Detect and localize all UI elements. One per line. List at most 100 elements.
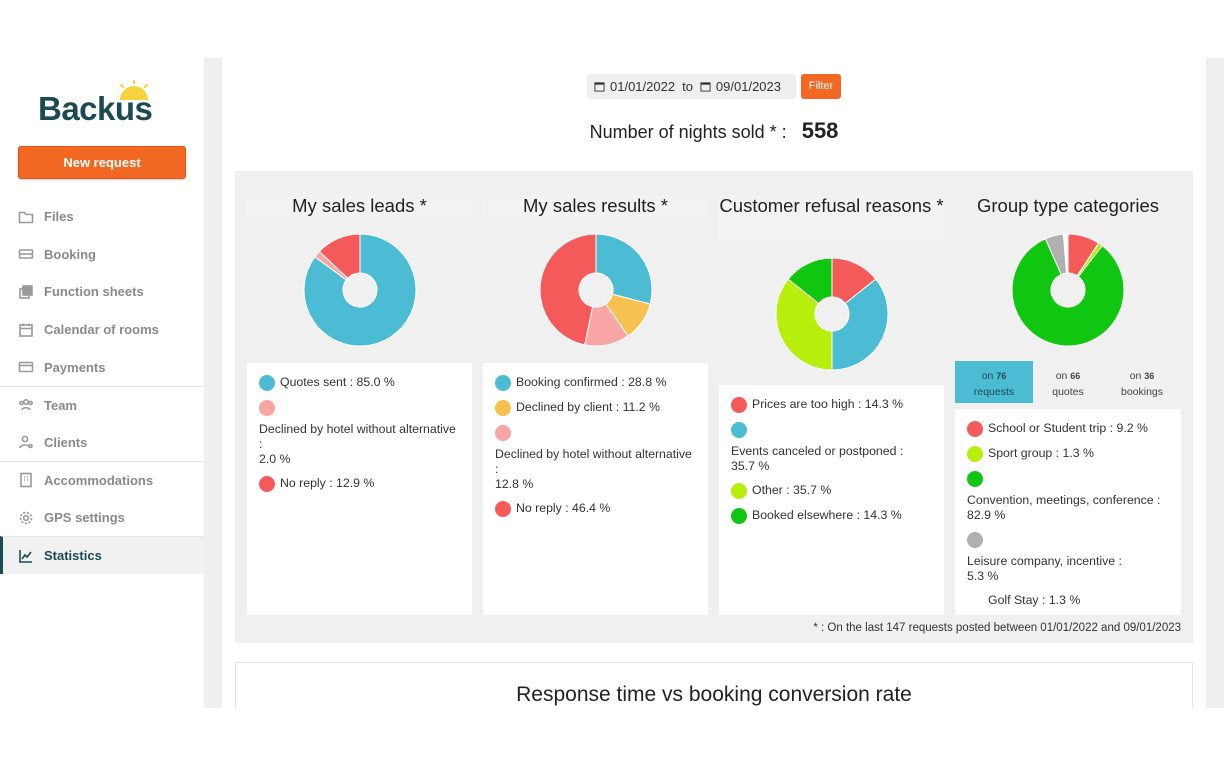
donut-slice[interactable]: [1062, 233, 1069, 274]
legend-item[interactable]: Other : 35.7 %: [731, 483, 932, 499]
calendar-icon: [594, 82, 605, 92]
legend-swatch: [731, 508, 747, 524]
sales-leads-legend: Quotes sent : 85.0 % Declined by hotel wi…: [247, 363, 472, 615]
response-time-title: Response time vs booking conversion rate: [516, 683, 912, 706]
legend-item[interactable]: School or Student trip : 9.2 %: [967, 421, 1169, 437]
sidebar-item-label: GPS settings: [44, 510, 125, 526]
legend-swatch: [495, 400, 511, 416]
legend-swatch: [731, 483, 747, 499]
legend-item[interactable]: Prices are too high : 14.3 %: [731, 397, 932, 413]
legend-swatch: [967, 421, 983, 437]
credit-card-icon: [18, 361, 34, 373]
legend-swatch: [967, 471, 983, 487]
chart-title-sales-results: My sales results *: [483, 195, 708, 221]
legend-swatch: [967, 446, 983, 462]
donut-slice[interactable]: [318, 233, 361, 280]
clients-icon: [19, 435, 33, 449]
legend-label: Events canceled or postponed : 35.7 %: [731, 444, 904, 473]
sidebar-item-payments[interactable]: Payments: [0, 348, 204, 386]
chart-title-group-type: Group type categories: [976, 195, 1160, 216]
legend-swatch: [967, 532, 983, 548]
legend-item[interactable]: Convention, meetings, conference : 82.9 …: [967, 471, 1169, 523]
sidebar-item-label: Calendar of rooms: [44, 322, 159, 338]
statistics-panel: My sales leads * Quotes sent : 85.0 % Dec…: [235, 171, 1193, 643]
sidebar-item-accommodations[interactable]: Accommodations: [0, 461, 204, 499]
nights-sold: Number of nights sold * : 558: [222, 118, 1206, 144]
legend-label: Golf Stay : 1.3 %: [988, 593, 1081, 607]
legend-item[interactable]: No reply : 46.4 %: [495, 501, 696, 517]
legend-item[interactable]: No reply : 12.9 %: [259, 476, 460, 492]
copy-icon: [19, 285, 33, 299]
tab-unit: bookings: [1120, 386, 1164, 398]
date-range-picker[interactable]: 01/01/2022 to 09/01/2023: [587, 74, 796, 99]
sidebar-item-label: Files: [44, 209, 74, 225]
legend-item[interactable]: Golf Stay : 1.3 %: [967, 593, 1169, 609]
sidebar-item-label: Statistics: [44, 548, 102, 564]
donut-slice[interactable]: [595, 233, 653, 305]
legend-label: No reply : 12.9 %: [280, 476, 375, 490]
date-from[interactable]: 01/01/2022: [610, 79, 676, 94]
sidebar-item-label: Team: [44, 397, 77, 413]
legend-label: Quotes sent : 85.0 %: [280, 375, 395, 389]
sidebar-item-function-sheets[interactable]: Function sheets: [0, 273, 204, 311]
donut-slice[interactable]: [775, 278, 833, 371]
folder-icon: [18, 211, 34, 224]
legend-item[interactable]: Booking confirmed : 28.8 %: [495, 375, 696, 391]
legend-item[interactable]: Sport group : 1.3 %: [967, 446, 1169, 462]
sidebar-item-gps-settings[interactable]: GPS settings: [0, 499, 204, 537]
legend-label: Declined by client : 11.2 %: [516, 400, 660, 414]
tab-count: 76: [996, 371, 1007, 381]
chart-line-icon: [19, 549, 32, 563]
main-content: 01/01/2022 to 09/01/2023 Filter Number o…: [222, 58, 1206, 708]
legend-label: Leisure company, incentive : 5.3 %: [967, 554, 1122, 583]
group-type-tabs: on 76 requests on 66 quotes on 36 bookin…: [955, 361, 1181, 403]
building-icon: [20, 473, 32, 488]
new-request-button[interactable]: New request: [18, 146, 186, 179]
donut-slice[interactable]: [539, 233, 597, 346]
sidebar-item-label: Payments: [44, 359, 106, 375]
donut-slice[interactable]: [831, 278, 889, 371]
legend-label: Declined by hotel without alternative : …: [495, 447, 692, 491]
sales-results-donut: [539, 233, 653, 347]
legend-swatch: [731, 397, 747, 413]
legend-item[interactable]: Declined by client : 11.2 %: [495, 400, 696, 416]
legend-label: Booked elsewhere : 14.3 %: [752, 508, 902, 522]
backus-logo[interactable]: Backus: [38, 80, 168, 128]
ticket-icon: [18, 249, 34, 260]
legend-item[interactable]: Leisure company, incentive : 5.3 %: [967, 532, 1169, 584]
sun-icon: [120, 80, 148, 100]
left-gutter: [204, 58, 222, 708]
legend-swatch: [495, 375, 511, 391]
donut-slice[interactable]: [787, 257, 833, 305]
legend-item[interactable]: Events canceled or postponed : 35.7 %: [731, 422, 932, 474]
sidebar-item-files[interactable]: Files: [0, 198, 204, 236]
sidebar-item-label: Clients: [44, 434, 88, 450]
sidebar-item-team[interactable]: Team: [0, 385, 204, 424]
nights-sold-value: 558: [801, 118, 839, 143]
legend-item[interactable]: Quotes sent : 85.0 %: [259, 375, 460, 391]
donut-slice[interactable]: [303, 233, 417, 347]
legend-label: Booking confirmed : 28.8 %: [516, 375, 667, 389]
legend-label: No reply : 46.4 %: [516, 501, 611, 515]
legend-label: Sport group : 1.3 %: [988, 446, 1094, 460]
legend-label: Convention, meetings, conference : 82.9 …: [967, 493, 1161, 522]
sidebar-item-booking[interactable]: Booking: [0, 236, 204, 274]
legend-item[interactable]: Booked elsewhere : 14.3 %: [731, 508, 932, 524]
filter-button[interactable]: Filter: [801, 74, 841, 99]
legend-swatch: [495, 501, 511, 517]
donut-slice[interactable]: [1011, 238, 1125, 347]
tab-unit: requests: [973, 386, 1015, 398]
sidebar-item-calendar-of-rooms[interactable]: Calendar of rooms: [0, 311, 204, 349]
sidebar-item-clients[interactable]: Clients: [0, 424, 204, 462]
sidebar-item-statistics[interactable]: Statistics: [0, 536, 204, 574]
legend-swatch: [967, 593, 983, 609]
legend-swatch: [259, 476, 275, 492]
legend-item[interactable]: Declined by hotel without alternative : …: [495, 425, 696, 492]
legend-item[interactable]: Declined by hotel without alternative : …: [259, 400, 460, 467]
tab-quotes[interactable]: on 66 quotes: [1031, 361, 1105, 403]
legend-label: Declined by hotel without alternative : …: [259, 422, 456, 466]
tab-bookings[interactable]: on 36 bookings: [1105, 361, 1179, 403]
date-to[interactable]: 09/01/2023: [715, 79, 781, 94]
legend-swatch: [259, 400, 275, 416]
tab-requests[interactable]: on 76 requests: [955, 361, 1033, 403]
